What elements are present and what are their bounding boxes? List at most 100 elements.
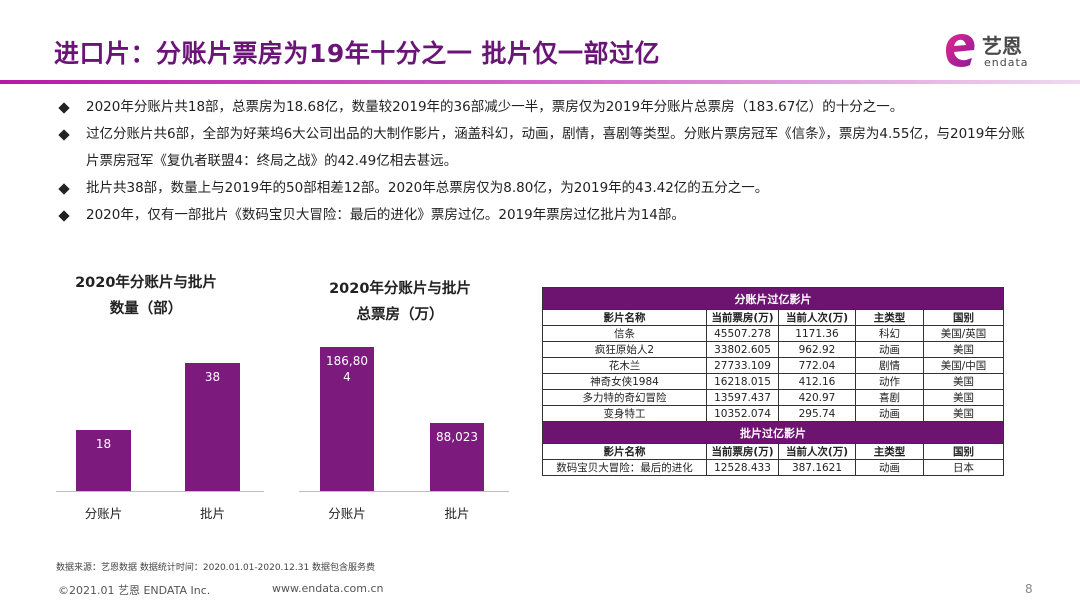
bullet-item: 批片共38部，数量上与2019年的50部相差12部。2020年总票房仅为8.80…	[56, 175, 1036, 202]
logo-chinese-text: 艺恩	[982, 34, 1022, 58]
table-row: 神奇女侠1984 16218.015 412.16 动作 美国	[542, 373, 1005, 390]
table-cell: 33802.605	[706, 341, 779, 358]
table-cell: 美国/中国	[922, 357, 1005, 374]
table-row: 疯狂原始人2 33802.605 962.92 动画 美国	[542, 341, 1005, 358]
table-cell: 动画	[855, 459, 924, 476]
column-header: 国别	[922, 443, 1005, 460]
column-header: 影片名称	[542, 443, 707, 460]
bullet-item: 2020年分账片共18部，总票房为18.68亿，数量较2019年的36部减少一半…	[56, 94, 1036, 121]
table-row: 变身特工 10352.074 295.74 动画 美国	[542, 405, 1005, 422]
diamond-bullet-icon	[58, 210, 70, 222]
over-100m-films-table: 分账片过亿影片 影片名称 当前票房(万) 当前人次(万) 主类型 国别 信条 45…	[541, 287, 1005, 476]
bar-批片	[430, 423, 484, 491]
bar-value-label: 18	[95, 437, 112, 452]
table-cell: 剧情	[855, 357, 924, 374]
table-cell: 动作	[855, 373, 924, 390]
boxoffice-chart-title-line2: 总票房（万）	[356, 307, 444, 323]
page-number: 8	[1025, 582, 1033, 596]
table-cell: 数码宝贝大冒险：最后的进化	[542, 459, 707, 476]
table-cell: 神奇女侠1984	[542, 373, 707, 390]
table-cell: 387.1621	[778, 459, 856, 476]
table-cell: 动画	[855, 405, 924, 422]
bullet-text: 2020年分账片共18部，总票房为18.68亿，数量较2019年的36部减少一半…	[86, 99, 904, 115]
section2-title: 批片过亿影片	[541, 421, 1005, 444]
category-label: 分账片	[328, 506, 366, 521]
bar-批片	[185, 362, 240, 491]
table-cell: 美国	[922, 373, 1005, 390]
table-row: 数码宝贝大冒险：最后的进化 12528.433 387.1621 动画 日本	[542, 459, 1005, 476]
table-header-row: 影片名称 当前票房(万) 当前人次(万) 主类型 国别	[542, 443, 1005, 460]
table-cell: 多力特的奇幻冒险	[542, 389, 707, 406]
table-cell: 10352.074	[706, 405, 779, 422]
table-cell: 45507.278	[706, 325, 779, 342]
endata-logo: 艺恩 endata	[940, 30, 1050, 74]
logo-english-text: endata	[984, 56, 1029, 69]
table-cell: 疯狂原始人2	[542, 341, 707, 358]
table-header-row: 影片名称 当前票房(万) 当前人次(万) 主类型 国别	[542, 309, 1005, 326]
column-header: 影片名称	[542, 309, 707, 326]
table-cell: 420.97	[778, 389, 856, 406]
count-chart-title-line2: 数量（部）	[109, 301, 183, 317]
diamond-bullet-icon	[58, 129, 70, 141]
category-label: 分账片	[84, 506, 123, 521]
category-label: 批片	[444, 506, 470, 521]
table-cell: 12528.433	[706, 459, 779, 476]
table-cell: 动画	[855, 341, 924, 358]
category-label: 批片	[199, 506, 225, 521]
table-cell: 美国/英国	[922, 325, 1005, 342]
diamond-bullet-icon	[58, 183, 70, 195]
bar-value-label: 38	[204, 369, 221, 384]
x-axis-line	[56, 491, 264, 492]
table-cell: 13597.437	[706, 389, 779, 406]
diamond-bullet-icon	[58, 102, 70, 114]
bar-value-label: 88,023	[436, 430, 478, 445]
column-header: 当前票房(万)	[706, 443, 779, 460]
bullet-text: 过亿分账片共6部，全部为好莱坞6大公司出品的大制作影片，涵盖科幻，动画，剧情，喜…	[86, 126, 1025, 169]
table-cell: 科幻	[855, 325, 924, 342]
column-header: 主类型	[855, 443, 924, 460]
column-header: 当前票房(万)	[706, 309, 779, 326]
bullet-list: 2020年分账片共18部，总票房为18.68亿，数量较2019年的36部减少一半…	[56, 94, 1036, 229]
table-cell: 772.04	[778, 357, 856, 374]
table-row: 信条 45507.278 1171.36 科幻 美国/英国	[542, 325, 1005, 342]
boxoffice-chart-title-line1: 2020年分账片与批片	[329, 281, 471, 297]
table-cell: 美国	[922, 405, 1005, 422]
x-axis-line	[299, 491, 509, 492]
column-header: 主类型	[855, 309, 924, 326]
bullet-text: 批片共38部，数量上与2019年的50部相差12部。2020年总票房仅为8.80…	[86, 180, 769, 196]
column-header: 当前人次(万)	[778, 309, 856, 326]
table-cell: 412.16	[778, 373, 856, 390]
table-cell: 花木兰	[542, 357, 707, 374]
bar-分账片	[76, 430, 131, 491]
bullet-item: 2020年，仅有一部批片《数码宝贝大冒险：最后的进化》票房过亿。2019年票房过…	[56, 202, 1036, 229]
title-underline	[0, 80, 1080, 84]
section1-title: 分账片过亿影片	[541, 287, 1005, 310]
website-link[interactable]: www.endata.com.cn	[272, 582, 384, 595]
table-cell: 日本	[922, 459, 1005, 476]
table-cell: 美国	[922, 341, 1005, 358]
table-section-header: 分账片过亿影片	[541, 287, 1005, 310]
bar-分账片	[320, 347, 374, 491]
table-row: 多力特的奇幻冒险 13597.437 420.97 喜剧 美国	[542, 389, 1005, 406]
table-cell: 295.74	[778, 405, 856, 422]
table-row: 花木兰 27733.109 772.04 剧情 美国/中国	[542, 357, 1005, 374]
data-source-note: 数据来源：艺恩数据 数据统计时间：2020.01.01-2020.12.31 数…	[56, 563, 376, 573]
count-chart-title-line1: 2020年分账片与批片	[75, 275, 217, 291]
table-cell: 16218.015	[706, 373, 779, 390]
endata-logo-icon	[946, 34, 975, 67]
column-header: 国别	[922, 309, 1005, 326]
page-title: 进口片：分账片票房为19年十分之一 批片仅一部过亿	[54, 39, 660, 68]
table-cell: 27733.109	[706, 357, 779, 374]
table-cell: 变身特工	[542, 405, 707, 422]
column-header: 当前人次(万)	[778, 443, 856, 460]
table-cell: 美国	[922, 389, 1005, 406]
bullet-item: 过亿分账片共6部，全部为好莱坞6大公司出品的大制作影片，涵盖科幻，动画，剧情，喜…	[56, 121, 1036, 175]
table-cell: 1171.36	[778, 325, 856, 342]
table-cell: 喜剧	[855, 389, 924, 406]
bar-value-label: 186,80 4	[326, 354, 368, 385]
boxoffice-chart-title: 2020年分账片与批片 总票房（万）	[305, 276, 495, 328]
bullet-text: 2020年，仅有一部批片《数码宝贝大冒险：最后的进化》票房过亿。2019年票房过…	[86, 207, 685, 223]
count-chart-title: 2020年分账片与批片 数量（部）	[56, 270, 236, 322]
table-section-header: 批片过亿影片	[541, 421, 1005, 444]
copyright: ©2021.01 艺恩 ENDATA Inc.	[58, 584, 211, 597]
